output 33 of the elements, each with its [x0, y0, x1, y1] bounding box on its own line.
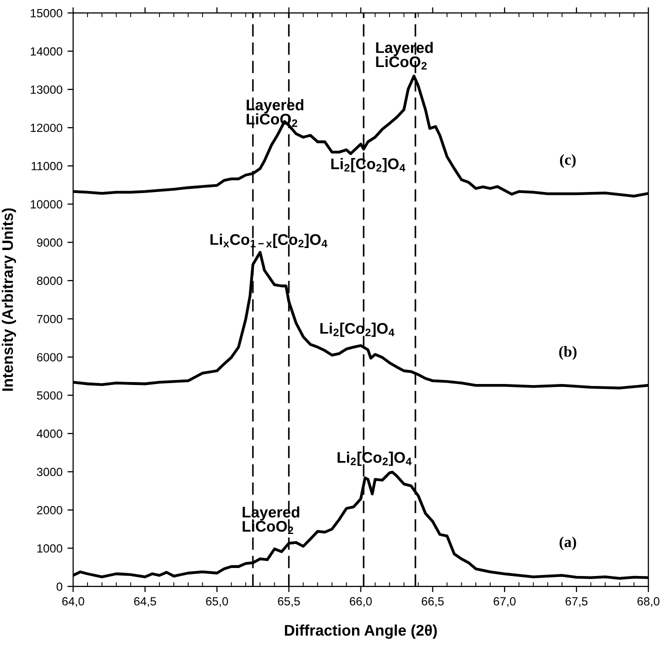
y-tick-label: 11000: [32, 162, 62, 170]
y-tick-label: 7000: [37, 314, 62, 324]
y-tick-label: 0: [56, 582, 62, 591]
y-tick-label: 3000: [36, 468, 62, 476]
x-tick-label: 65,0: [206, 597, 228, 607]
x-tick-label: 67,0: [494, 597, 516, 607]
y-tick-label: 6000: [37, 353, 62, 362]
x-tick-label: 67,5: [566, 597, 588, 607]
x-tick-label: 64,5: [134, 597, 156, 607]
y-axis-title: Intensity (Arbitrary Units): [2, 208, 16, 391]
y-tick-label: 4000: [36, 430, 62, 438]
y-tick-label: 9000: [37, 238, 62, 247]
series-label: (c): [560, 154, 576, 168]
annotation: Li$_{2}$[Co$_{2}$]O$_{4}$: [338, 452, 412, 466]
y-tick-label: 2000: [37, 506, 62, 514]
annotation: Li$_{2}$[Co$_{2}$]O$_{4}$: [320, 322, 394, 337]
x-tick-label: 68,0: [637, 597, 660, 607]
y-tick-label: 12000: [30, 124, 62, 132]
y-tick-label: 5000: [36, 391, 62, 400]
y-tick-label: 8000: [36, 276, 62, 285]
series-label: (b): [559, 346, 577, 360]
y-tick-label: 14000: [30, 47, 62, 56]
series-label: (a): [560, 536, 576, 550]
y-tick-label: 15000: [30, 8, 62, 18]
y-tick-label: 1000: [37, 544, 62, 553]
x-axis-title: Diffraction Angle (2θ): [284, 624, 437, 639]
annotation: Li$_{2}$[Co$_{2}$]O$_{4}$: [331, 158, 406, 172]
x-tick-label: 65,5: [278, 597, 300, 607]
y-tick-label: 10000: [30, 200, 62, 209]
x-tick-label: 64,0: [62, 597, 84, 607]
y-tick-label: 13000: [30, 85, 62, 94]
x-tick-label: 66,0: [350, 597, 372, 607]
x-tick-label: 66,5: [422, 597, 444, 607]
